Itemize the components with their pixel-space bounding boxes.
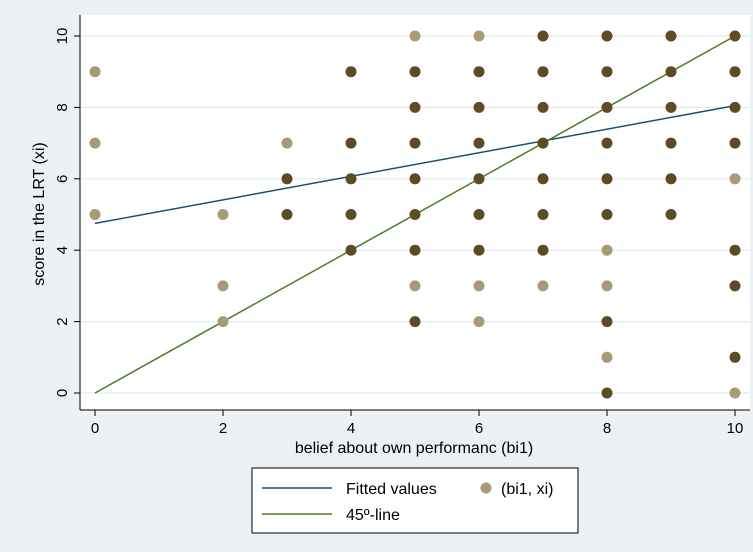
- scatter-point-5-9: [409, 66, 421, 78]
- y-tick-label-10: 10: [54, 28, 71, 45]
- x-tick-label-8: 8: [603, 420, 611, 437]
- scatter-point-3-6: [281, 173, 293, 185]
- scatter-point-8-2: [601, 316, 613, 328]
- scatter-point-8-10: [601, 30, 613, 42]
- scatter-point-10-3: [729, 280, 741, 292]
- scatter-point-0-5: [89, 209, 101, 220]
- y-tick-label-0: 0: [54, 389, 71, 397]
- scatter-point-9-8: [665, 101, 677, 113]
- legend: Fitted values (bi1, xi) 45º-line: [251, 467, 579, 534]
- scatter-point-8-3: [601, 280, 613, 292]
- legend-label-45: 45º-line: [346, 507, 400, 524]
- scatter-point-10-9: [729, 66, 741, 78]
- scatter-point-6-10: [473, 30, 485, 42]
- scatter-point-6-8: [473, 101, 485, 113]
- scatter-point-7-6: [537, 173, 549, 185]
- tick-labels: 0 2 4 6 8 10 0 2 4 6 8 10: [54, 28, 743, 437]
- scatter-point-6-2: [473, 316, 485, 328]
- scatter-point-6-9: [473, 66, 485, 78]
- legend-label-fitted: Fitted values: [346, 481, 437, 498]
- axes: [74, 15, 750, 416]
- scatter-point-10-4: [729, 244, 741, 256]
- scatter-point-4-9: [345, 66, 357, 78]
- scatter-point-8-5: [601, 209, 613, 220]
- scatter-point-7-7: [537, 137, 549, 149]
- scatter-point-8-9: [601, 66, 613, 78]
- scatter-point-8-7: [601, 137, 613, 149]
- scatter-point-4-5: [345, 209, 357, 220]
- scatter-point-9-7: [665, 137, 677, 149]
- scatter-point-4-6: [345, 173, 357, 185]
- x-tick-label-4: 4: [347, 420, 355, 437]
- scatter-point-5-4: [409, 244, 421, 256]
- scatter-point-7-10: [537, 30, 549, 42]
- scatter-point-10-6: [729, 173, 741, 185]
- y-tick-label-6: 6: [54, 175, 71, 183]
- y-axis-title: score in the LRT (xi): [31, 142, 48, 285]
- fitted-values-line: [94, 104, 736, 225]
- scatter-point-10-0: [729, 387, 741, 399]
- scatter-point-10-10: [729, 30, 741, 42]
- x-tick-label-10: 10: [727, 420, 744, 437]
- scatter-point-9-6: [665, 173, 677, 185]
- scatter-point-3-5: [281, 209, 293, 220]
- y-tick-label-4: 4: [54, 246, 71, 254]
- scatter-points: [89, 30, 741, 399]
- scatter-point-2-5: [217, 209, 229, 220]
- scatter-point-8-8: [601, 101, 613, 113]
- scatter-point-5-10: [409, 30, 421, 42]
- scatter-point-4-4: [345, 244, 357, 256]
- y-tick-label-2: 2: [54, 317, 71, 325]
- scatter-point-5-5: [409, 209, 421, 220]
- scatter-point-0-7: [89, 137, 101, 149]
- scatter-point-9-5: [665, 209, 677, 220]
- scatter-point-5-2: [409, 316, 421, 328]
- legend-swatch-scatter: [480, 482, 492, 494]
- x-axis-title: belief about own performanc (bi1): [295, 440, 533, 457]
- scatter-point-9-9: [665, 66, 677, 78]
- scatter-point-7-4: [537, 244, 549, 256]
- scatter-point-8-6: [601, 173, 613, 185]
- scatter-point-5-3: [409, 280, 421, 292]
- scatter-point-10-1: [729, 351, 741, 363]
- scatter-point-8-1: [601, 351, 613, 363]
- scatter-point-5-7: [409, 137, 421, 149]
- scatter-point-6-3: [473, 280, 485, 292]
- scatter-point-8-4: [601, 244, 613, 256]
- scatter-point-6-4: [473, 244, 485, 256]
- scatter-point-0-9: [89, 66, 101, 78]
- scatter-point-6-5: [473, 209, 485, 220]
- scatter-point-7-8: [537, 101, 549, 113]
- x-tick-label-2: 2: [219, 420, 227, 437]
- x-tick-label-0: 0: [91, 420, 99, 437]
- scatter-point-7-3: [537, 280, 549, 292]
- scatter-point-6-6: [473, 173, 485, 185]
- scatter-point-4-7: [345, 137, 357, 149]
- scatter-point-2-2: [217, 316, 229, 328]
- scatter-point-3-7: [281, 137, 293, 149]
- scatter-point-7-5: [537, 209, 549, 220]
- x-tick-label-6: 6: [475, 420, 483, 437]
- legend-box: [251, 467, 579, 534]
- legend-label-scatter: (bi1, xi): [501, 481, 553, 498]
- scatter-point-9-10: [665, 30, 677, 42]
- scatter-point-5-6: [409, 173, 421, 185]
- scatter-point-8-0: [601, 387, 613, 399]
- scatter-point-2-3: [217, 280, 229, 292]
- scatter-point-6-7: [473, 137, 485, 149]
- scatter-point-10-8: [729, 101, 741, 113]
- scatter-point-5-8: [409, 101, 421, 113]
- scatter-point-7-9: [537, 66, 549, 78]
- scatter-point-10-7: [729, 137, 741, 149]
- y-tick-label-8: 8: [54, 103, 71, 111]
